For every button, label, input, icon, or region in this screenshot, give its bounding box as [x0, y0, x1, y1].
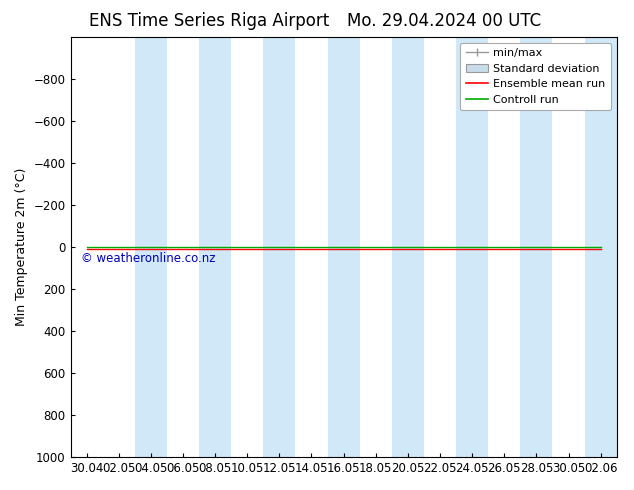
Bar: [135, 37, 167, 457]
Y-axis label: Min Temperature 2m (°C): Min Temperature 2m (°C): [15, 168, 28, 326]
Legend: min/max, Standard deviation, Ensemble mean run, Controll run: min/max, Standard deviation, Ensemble me…: [460, 43, 611, 110]
Bar: [263, 37, 295, 457]
Bar: [392, 37, 424, 457]
Bar: [521, 37, 552, 457]
Bar: [456, 37, 488, 457]
Bar: [585, 37, 617, 457]
Bar: [328, 37, 359, 457]
Bar: [199, 37, 231, 457]
Text: © weatheronline.co.nz: © weatheronline.co.nz: [81, 251, 216, 265]
Text: ENS Time Series Riga Airport: ENS Time Series Riga Airport: [89, 12, 329, 30]
Text: Mo. 29.04.2024 00 UTC: Mo. 29.04.2024 00 UTC: [347, 12, 541, 30]
